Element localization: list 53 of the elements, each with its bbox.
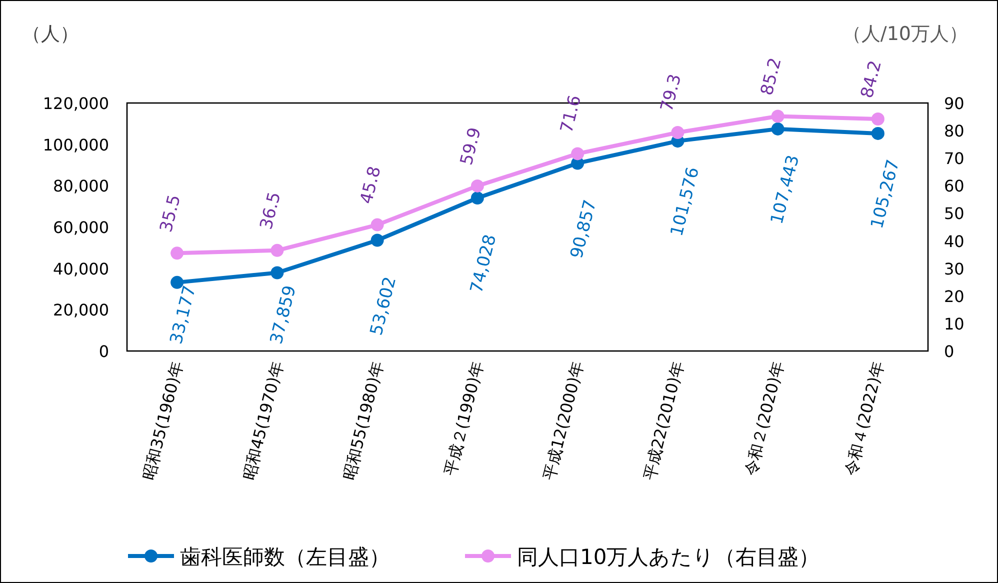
data-label: 74,028	[466, 232, 501, 296]
data-label: 71.6	[557, 93, 586, 135]
point	[771, 110, 784, 123]
data-label: 53,602	[366, 274, 401, 338]
y-tick-label: 80,000	[53, 176, 109, 196]
y-tick-label: 120,000	[42, 94, 109, 113]
point	[370, 218, 384, 232]
point	[370, 234, 384, 247]
data-label: 85.2	[757, 56, 786, 98]
point	[771, 122, 784, 136]
point	[871, 126, 884, 140]
y2-tick-label: 10	[944, 314, 964, 334]
point	[871, 112, 884, 126]
data-label: 59.9	[456, 126, 486, 168]
legend-label: 同人口10万人あたり（右目盛）	[517, 545, 820, 569]
y-tick-label: 60,000	[53, 218, 109, 237]
y-tick-label: 100,000	[42, 135, 109, 154]
data-label: 35.5	[156, 192, 186, 234]
y2-tick-label: 30	[944, 259, 964, 278]
data-label: 107,443	[767, 153, 804, 226]
data-label: 36.5	[256, 190, 286, 232]
data-label: 33,177	[166, 284, 200, 346]
y-tick-label: 0	[98, 342, 109, 361]
y2-tick-label: 20	[944, 286, 964, 306]
y2-tick-label: 40	[944, 232, 964, 251]
data-label: 90,857	[567, 198, 601, 260]
y2-axis-title: （人/10万人）	[842, 23, 968, 45]
legend-label: 歯科医師数（左目盛）	[180, 545, 390, 569]
data-label: 45.8	[356, 164, 386, 206]
x-tick-label: 令和４(2022)年	[841, 359, 888, 478]
y2-tick-label: 90	[944, 94, 964, 113]
data-label: 79.3	[657, 72, 686, 114]
y2-tick-label: 0	[944, 342, 954, 361]
point	[270, 244, 284, 257]
y-tick-label: 40,000	[53, 259, 109, 278]
y2-tick-label: 80	[944, 122, 964, 141]
point	[470, 179, 484, 192]
y2-tick-label: 70	[944, 149, 964, 168]
point	[571, 147, 584, 160]
point	[470, 192, 484, 205]
y2-tick-label: 60	[944, 176, 964, 196]
x-tick-label: 平成２(1990)年	[440, 359, 488, 478]
y-tick-label: 20,000	[53, 300, 109, 320]
point	[270, 266, 284, 280]
point	[170, 246, 184, 260]
data-label: 105,267	[867, 158, 904, 231]
data-label: 101,576	[667, 165, 704, 238]
point	[671, 126, 684, 139]
y2-tick-label: 50	[944, 204, 964, 224]
x-tick-label: 令和２(2020)年	[740, 359, 788, 478]
y-axis-title: （人）	[22, 23, 79, 45]
data-label: 84.2	[857, 58, 886, 100]
data-label: 37,859	[266, 284, 300, 346]
